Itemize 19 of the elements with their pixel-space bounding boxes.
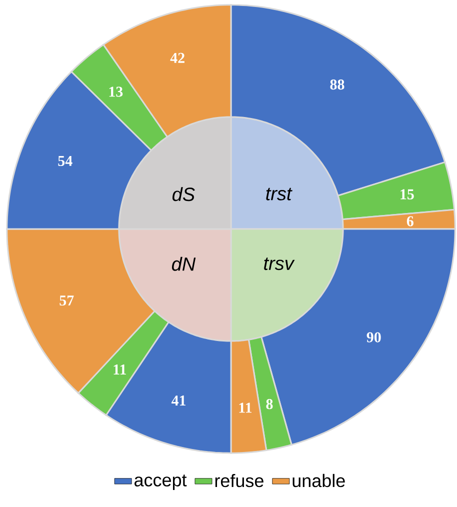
data-label: 41 (172, 396, 186, 406)
data-label: 54 (58, 156, 72, 166)
data-label: 42 (170, 52, 184, 63)
data-label: 88 (330, 80, 344, 90)
data-label: 15 (400, 189, 414, 200)
category-label: trsv (264, 258, 295, 270)
legend-label: accept (134, 474, 187, 490)
data-label: 8 (266, 399, 273, 410)
data-label: 90 (366, 332, 381, 342)
legend-label: refuse (215, 474, 264, 488)
data-label: 6 (406, 216, 414, 226)
data-label: 11 (114, 364, 126, 374)
category-label: trst (266, 188, 292, 200)
legend-label: unable (292, 474, 345, 488)
category-label: dN (172, 256, 196, 271)
data-label: 13 (109, 86, 123, 97)
data-label: 57 (60, 296, 74, 306)
data-label: 11 (239, 402, 252, 413)
category-label: dS (172, 187, 195, 202)
